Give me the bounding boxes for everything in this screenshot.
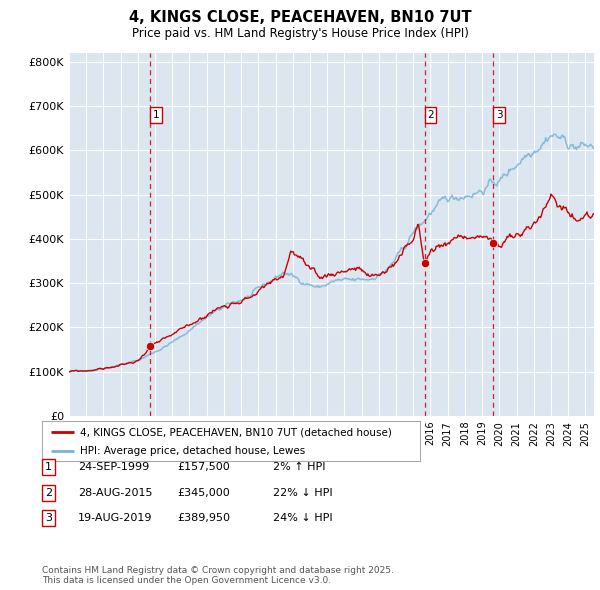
Text: HPI: Average price, detached house, Lewes: HPI: Average price, detached house, Lewe… xyxy=(80,447,305,456)
Text: 3: 3 xyxy=(45,513,52,523)
Text: 3: 3 xyxy=(496,110,502,120)
Text: £157,500: £157,500 xyxy=(177,463,230,472)
Text: 24% ↓ HPI: 24% ↓ HPI xyxy=(273,513,332,523)
Text: 24-SEP-1999: 24-SEP-1999 xyxy=(78,463,149,472)
Text: 1: 1 xyxy=(45,463,52,472)
Text: Contains HM Land Registry data © Crown copyright and database right 2025.
This d: Contains HM Land Registry data © Crown c… xyxy=(42,566,394,585)
Text: Price paid vs. HM Land Registry's House Price Index (HPI): Price paid vs. HM Land Registry's House … xyxy=(131,27,469,40)
Text: £389,950: £389,950 xyxy=(177,513,230,523)
Text: 2: 2 xyxy=(427,110,434,120)
Text: 1: 1 xyxy=(153,110,160,120)
Text: 19-AUG-2019: 19-AUG-2019 xyxy=(78,513,152,523)
Text: £345,000: £345,000 xyxy=(177,488,230,497)
Text: 4, KINGS CLOSE, PEACEHAVEN, BN10 7UT (detached house): 4, KINGS CLOSE, PEACEHAVEN, BN10 7UT (de… xyxy=(80,428,392,438)
Text: 28-AUG-2015: 28-AUG-2015 xyxy=(78,488,152,497)
Text: 4, KINGS CLOSE, PEACEHAVEN, BN10 7UT: 4, KINGS CLOSE, PEACEHAVEN, BN10 7UT xyxy=(128,10,472,25)
Text: 22% ↓ HPI: 22% ↓ HPI xyxy=(273,488,332,497)
Text: 2% ↑ HPI: 2% ↑ HPI xyxy=(273,463,325,472)
Text: 2: 2 xyxy=(45,488,52,497)
